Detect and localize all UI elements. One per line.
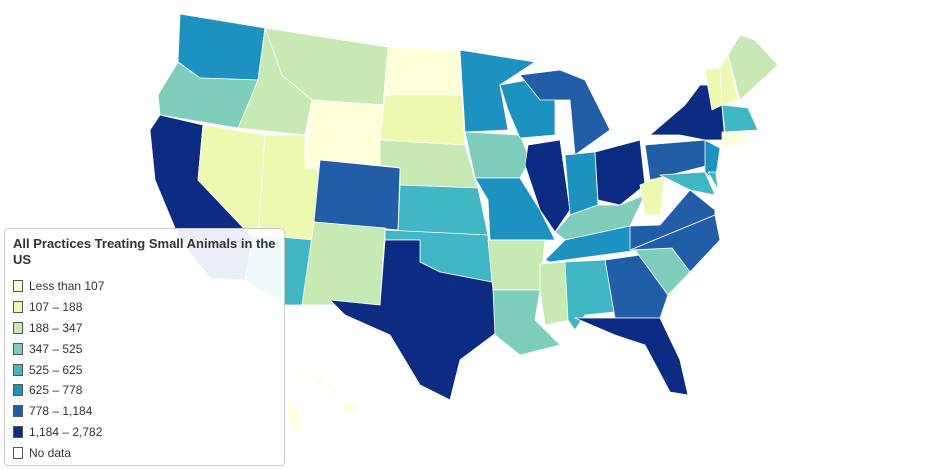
state[interactable] xyxy=(707,171,719,191)
state[interactable] xyxy=(464,131,531,179)
state[interactable] xyxy=(294,367,303,377)
state[interactable] xyxy=(304,99,384,171)
legend-label: 1,184 – 2,782 xyxy=(29,424,103,439)
legend-item[interactable]: 107 – 188 xyxy=(13,297,276,318)
state[interactable] xyxy=(604,254,669,319)
legend-item[interactable]: 525 – 625 xyxy=(13,359,276,380)
state[interactable] xyxy=(719,54,739,106)
legend-swatch xyxy=(13,384,23,397)
state[interactable] xyxy=(487,239,546,291)
state[interactable] xyxy=(737,131,747,146)
legend-swatch xyxy=(13,405,23,418)
legend-title: All Practices Treating Small Animals in … xyxy=(13,236,276,267)
state[interactable] xyxy=(574,317,689,396)
legend-swatch xyxy=(13,321,23,334)
state[interactable] xyxy=(343,399,359,416)
legend-label: 625 – 778 xyxy=(29,383,83,398)
legend-swatch xyxy=(13,363,23,376)
legend-label: Less than 107 xyxy=(29,279,105,294)
legend-item[interactable]: 625 – 778 xyxy=(13,380,276,401)
state[interactable] xyxy=(459,49,536,133)
state[interactable] xyxy=(286,399,301,433)
state[interactable] xyxy=(397,184,489,236)
legend-swatch xyxy=(13,280,23,293)
state[interactable] xyxy=(311,377,326,387)
state[interactable] xyxy=(721,131,741,149)
legend-swatch xyxy=(13,342,23,355)
legend: All Practices Treating Small Animals in … xyxy=(4,228,285,466)
state[interactable] xyxy=(329,387,339,396)
state[interactable] xyxy=(727,34,779,101)
legend-item[interactable]: 1,184 – 2,782 xyxy=(13,422,276,443)
legend-label: No data xyxy=(29,445,72,460)
state[interactable] xyxy=(721,104,759,133)
state[interactable] xyxy=(379,94,466,146)
legend-label: 778 – 1,184 xyxy=(29,404,93,419)
state[interactable] xyxy=(539,261,571,326)
state[interactable] xyxy=(313,159,401,231)
legend-label: 525 – 625 xyxy=(29,362,83,377)
state[interactable] xyxy=(384,46,463,96)
legend-label: 188 – 347 xyxy=(29,320,83,335)
legend-item[interactable]: 188 – 347 xyxy=(13,318,276,339)
legend-item[interactable]: 347 – 525 xyxy=(13,338,276,359)
state[interactable] xyxy=(301,221,386,306)
state[interactable] xyxy=(177,13,266,81)
state[interactable] xyxy=(629,189,716,251)
state[interactable] xyxy=(594,139,646,206)
state[interactable] xyxy=(474,177,556,241)
state[interactable] xyxy=(329,239,501,401)
legend-swatch xyxy=(13,425,23,438)
legend-swatch xyxy=(13,301,23,314)
state[interactable] xyxy=(659,171,716,196)
legend-item[interactable]: 778 – 1,184 xyxy=(13,401,276,422)
legend-item[interactable]: No data xyxy=(13,442,276,463)
legend-swatch xyxy=(13,446,23,459)
legend-label: 107 – 188 xyxy=(29,300,83,315)
state[interactable] xyxy=(519,69,611,156)
legend-items: Less than 107 107 – 188 188 – 347 347 – 525… xyxy=(13,276,276,463)
legend-label: 347 – 525 xyxy=(29,341,83,356)
state[interactable] xyxy=(564,151,599,216)
legend-item[interactable]: Less than 107 xyxy=(13,276,276,297)
